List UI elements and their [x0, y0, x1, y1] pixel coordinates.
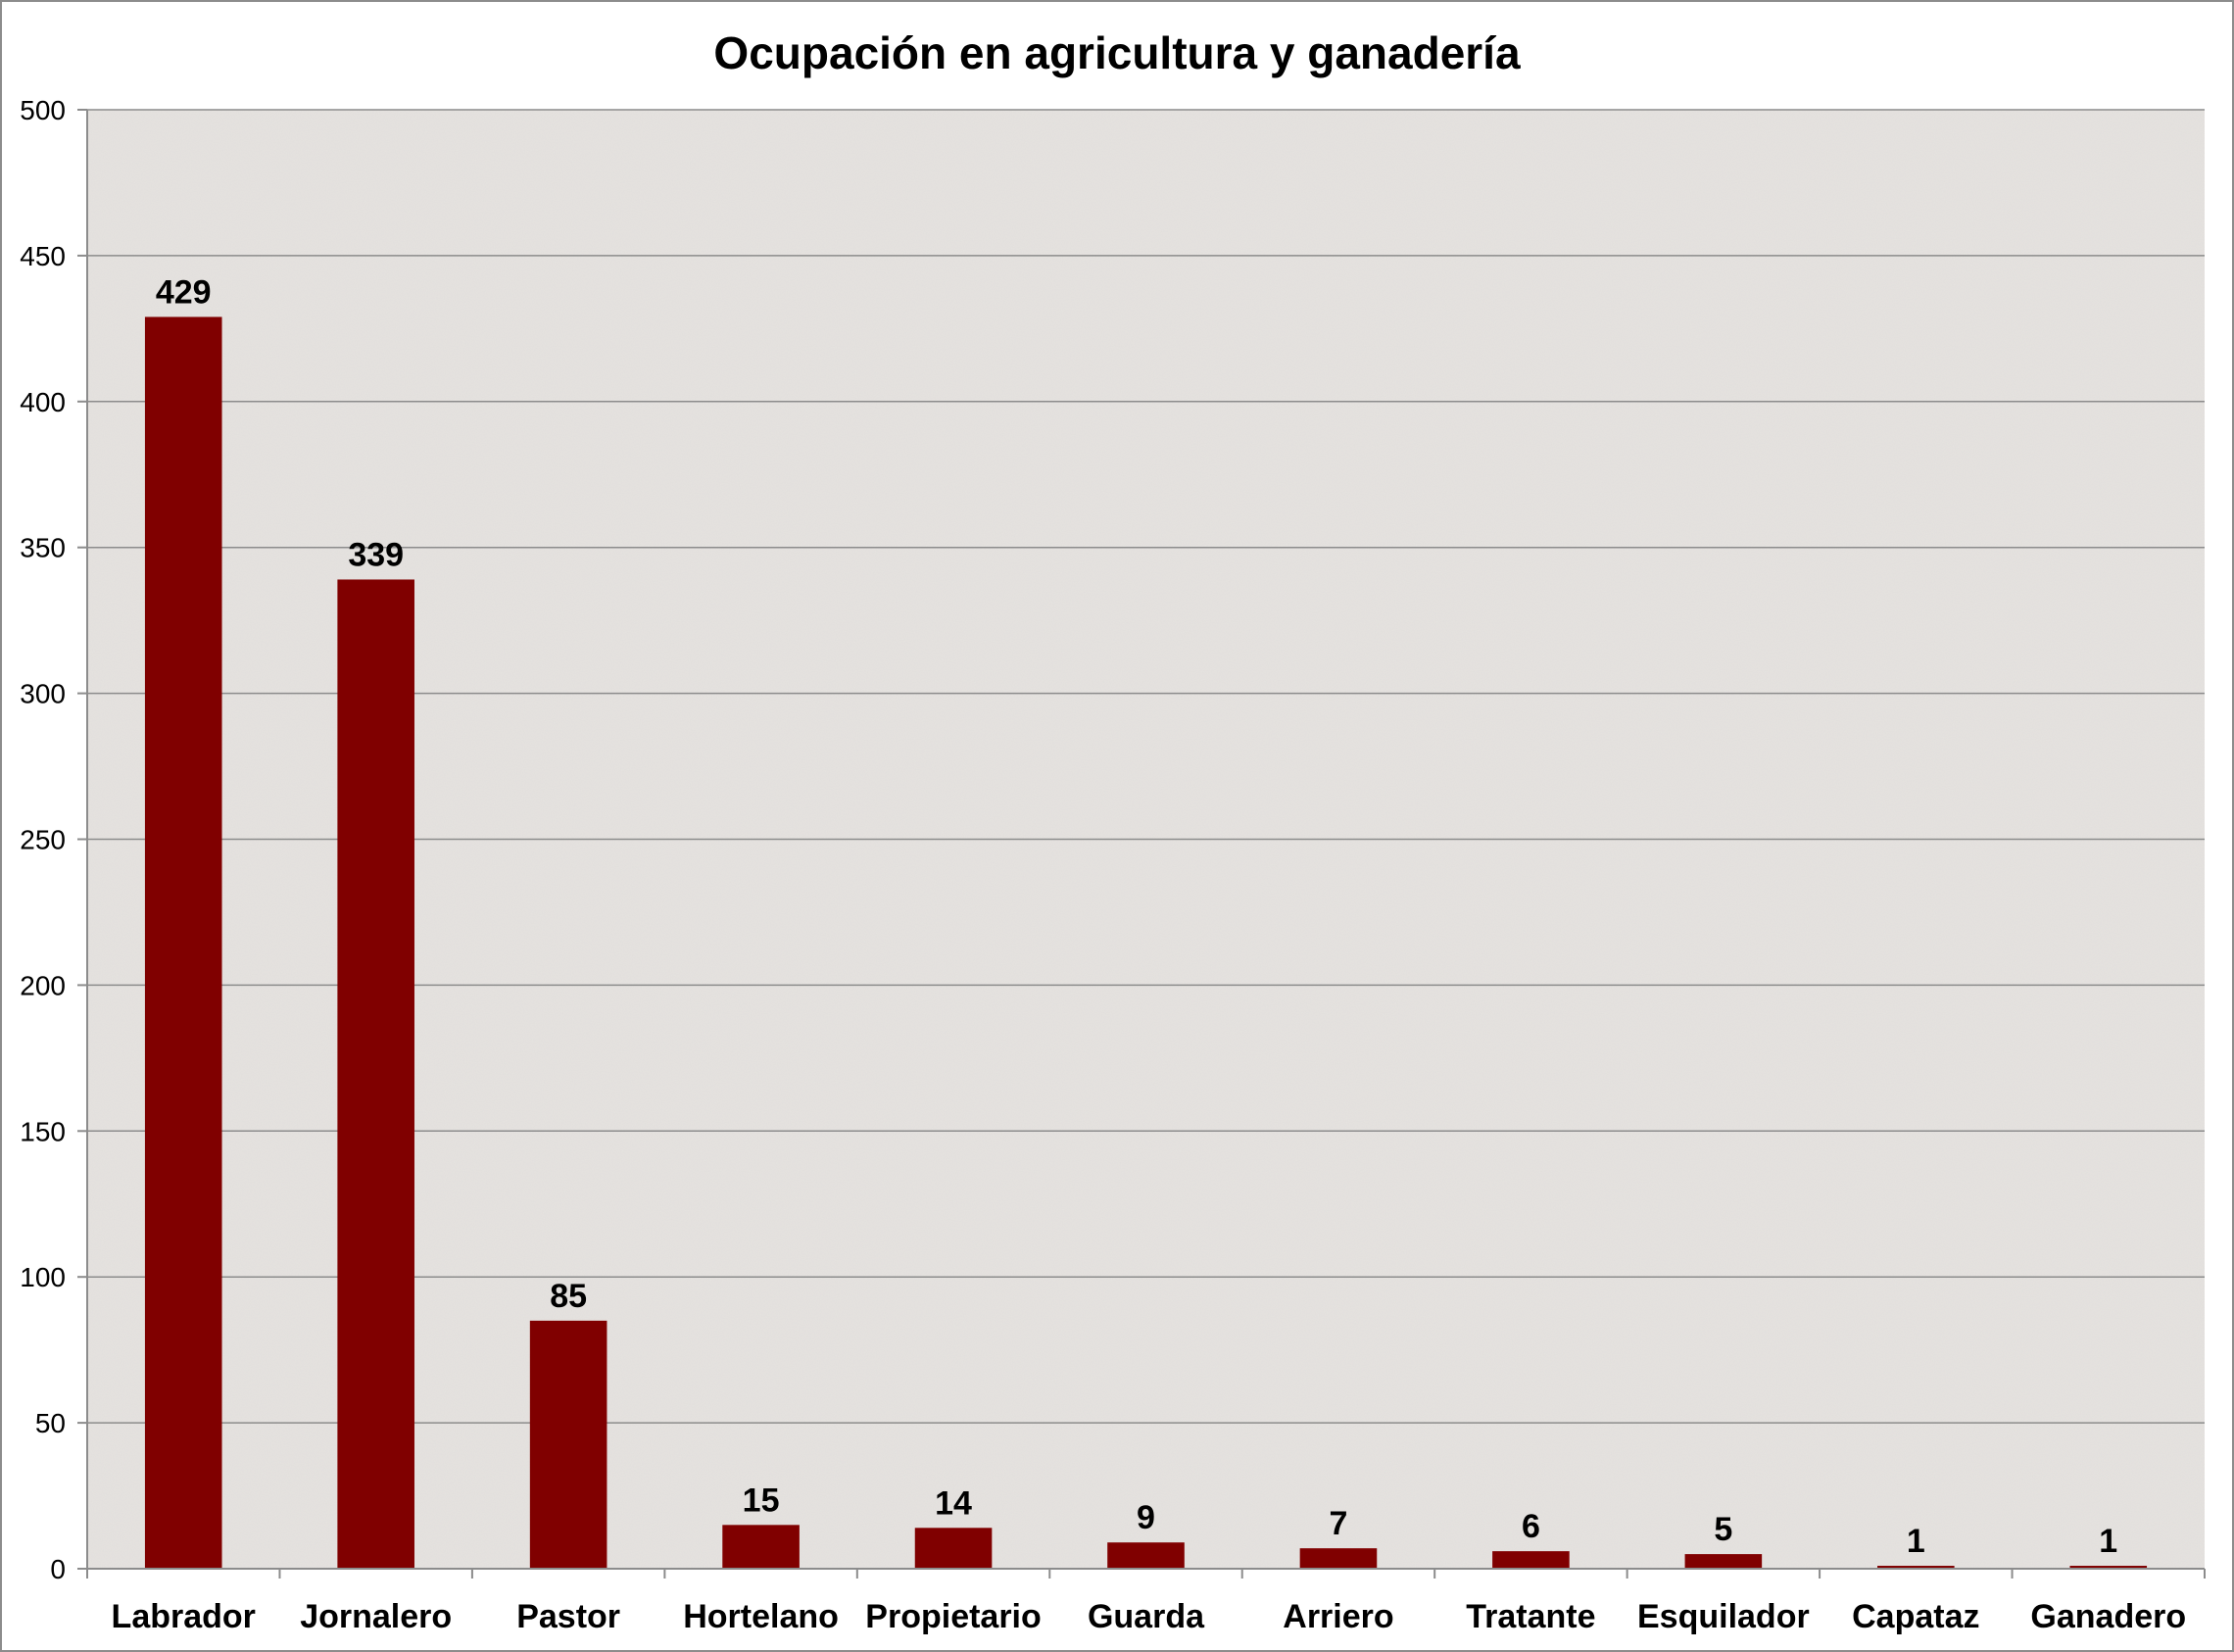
x-tick-label: Hortelano — [683, 1598, 839, 1635]
y-tick-label: 400 — [20, 387, 66, 417]
data-label: 85 — [550, 1278, 587, 1315]
y-tick-label: 200 — [20, 970, 66, 1000]
data-label: 1 — [2099, 1523, 2117, 1560]
bar-propietario — [914, 1528, 993, 1569]
x-tick-label: Pastor — [516, 1598, 620, 1635]
bar-ganadero — [2069, 1566, 2148, 1569]
data-label: 1 — [1907, 1523, 1925, 1560]
x-axis-labels: Labrador Jornalero Pastor Hortelano Propieta… — [112, 1598, 2187, 1635]
x-tick-label: Esquilador — [1637, 1598, 1810, 1635]
axes — [77, 109, 2206, 1579]
y-tick-label: 250 — [20, 825, 66, 855]
x-tick-label: Jornalero — [300, 1598, 452, 1635]
data-label: 429 — [156, 273, 212, 311]
y-axis-ticks: 0 50 100 150 200 250 300 350 400 450 500 — [20, 95, 66, 1584]
data-label: 6 — [1522, 1508, 1540, 1545]
data-labels: 429 339 85 15 14 9 7 6 5 1 1 — [156, 273, 2117, 1560]
y-tick-label: 0 — [50, 1554, 66, 1584]
y-tick-label: 450 — [20, 241, 66, 271]
x-tick-label: Tratante — [1466, 1598, 1595, 1635]
bars — [144, 316, 2148, 1569]
data-label: 14 — [935, 1484, 972, 1522]
bar-pastor — [529, 1320, 607, 1569]
bar-tratante — [1492, 1551, 1570, 1569]
y-tick-label: 300 — [20, 679, 66, 709]
y-tick-label: 100 — [20, 1262, 66, 1292]
x-tick-label: Propietario — [865, 1598, 1041, 1635]
x-tick-label: Labrador — [112, 1598, 256, 1635]
y-tick-label: 500 — [20, 95, 66, 125]
x-tick-label: Capataz — [1852, 1598, 1979, 1635]
x-tick-label: Ganadero — [2030, 1598, 2186, 1635]
bar-capataz — [1877, 1566, 1955, 1569]
data-label: 7 — [1329, 1505, 1347, 1542]
bar-hortelano — [722, 1525, 800, 1569]
data-label: 15 — [743, 1482, 780, 1519]
x-tick-label: Guarda — [1088, 1598, 1205, 1635]
bar-labrador — [144, 316, 222, 1569]
y-tick-label: 50 — [35, 1408, 66, 1438]
data-label: 5 — [1714, 1511, 1732, 1548]
bar-arriero — [1299, 1548, 1378, 1569]
x-tick-label: Arriero — [1283, 1598, 1393, 1635]
data-label: 339 — [348, 536, 404, 573]
y-tick-label: 350 — [20, 533, 66, 563]
y-tick-label: 150 — [20, 1116, 66, 1146]
bar-guarda — [1107, 1542, 1185, 1569]
chart-title: Ocupación en agricultura y ganadería — [713, 27, 1521, 78]
gridlines — [87, 109, 2205, 1424]
bar-esquilador — [1684, 1554, 1763, 1569]
bar-jornalero — [337, 579, 414, 1569]
data-label: 9 — [1137, 1499, 1155, 1536]
